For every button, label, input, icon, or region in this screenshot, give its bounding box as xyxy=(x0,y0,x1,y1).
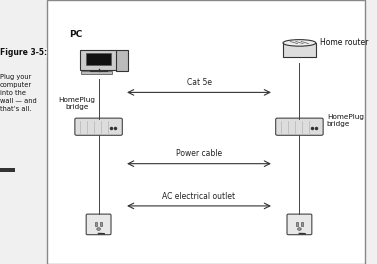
FancyBboxPatch shape xyxy=(116,50,128,72)
Text: PC: PC xyxy=(69,30,83,39)
FancyBboxPatch shape xyxy=(80,50,117,70)
Text: Power cable: Power cable xyxy=(176,149,222,158)
FancyBboxPatch shape xyxy=(301,222,303,226)
FancyBboxPatch shape xyxy=(48,0,365,264)
FancyBboxPatch shape xyxy=(95,222,97,226)
FancyBboxPatch shape xyxy=(296,222,298,226)
FancyBboxPatch shape xyxy=(86,53,111,65)
FancyBboxPatch shape xyxy=(276,118,323,135)
Text: HomePlug
bridge: HomePlug bridge xyxy=(327,114,364,127)
FancyBboxPatch shape xyxy=(287,214,312,235)
Ellipse shape xyxy=(283,40,316,46)
FancyBboxPatch shape xyxy=(283,43,316,58)
FancyBboxPatch shape xyxy=(100,222,102,226)
Text: Plug your
computer
into the
wall — and
that’s all.: Plug your computer into the wall — and t… xyxy=(0,74,37,112)
Text: AC electrical outlet: AC electrical outlet xyxy=(162,192,236,201)
Circle shape xyxy=(97,228,100,230)
Text: Cat 5e: Cat 5e xyxy=(187,78,211,87)
FancyBboxPatch shape xyxy=(81,71,112,74)
Circle shape xyxy=(297,228,301,230)
FancyBboxPatch shape xyxy=(75,118,122,135)
Text: Home router: Home router xyxy=(319,38,368,47)
Bar xyxy=(0,168,15,172)
FancyBboxPatch shape xyxy=(86,214,111,235)
Text: Figure 3-5:: Figure 3-5: xyxy=(0,48,47,56)
Text: HomePlug
bridge: HomePlug bridge xyxy=(58,97,95,110)
